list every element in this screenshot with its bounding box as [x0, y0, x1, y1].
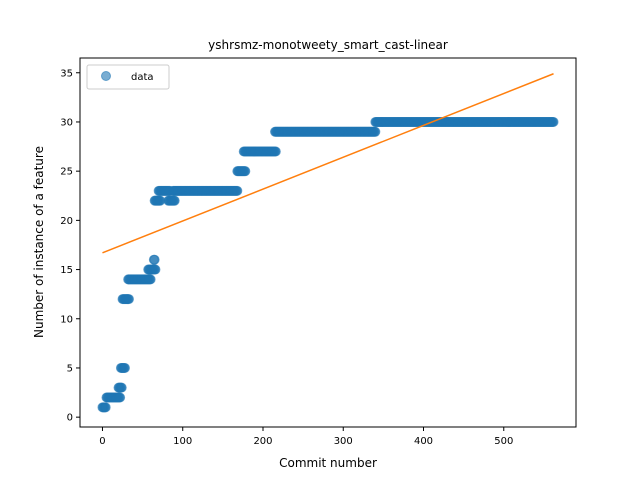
y-tick-label: 25 — [60, 167, 73, 178]
x-tick-label: 100 — [173, 436, 192, 447]
legend-label-data: data — [131, 72, 154, 83]
data-point — [548, 116, 559, 127]
y-tick-label: 30 — [60, 117, 73, 128]
data-point — [169, 195, 180, 206]
x-tick-label: 300 — [334, 436, 353, 447]
data-point — [145, 274, 156, 285]
fit-line-layer — [102, 73, 554, 254]
data-point — [119, 362, 130, 373]
x-ticks: 0 100 200 300 400 500 — [99, 427, 513, 447]
x-tick-label: 0 — [99, 436, 105, 447]
x-tick-label: 200 — [253, 436, 272, 447]
fit-line — [102, 73, 554, 254]
x-tick-label: 400 — [414, 436, 433, 447]
y-axis-label: Number of instance of a feature — [32, 146, 46, 338]
data-point — [123, 294, 134, 305]
chart-title: yshrsmz-monotweety_smart_cast-linear — [208, 38, 448, 52]
data-point — [100, 402, 111, 413]
legend: data — [86, 64, 170, 90]
data-point — [240, 166, 251, 177]
data-point — [149, 254, 160, 265]
data-point — [270, 146, 281, 157]
y-tick-label: 20 — [60, 216, 73, 227]
data-point — [150, 264, 161, 275]
data-point — [370, 126, 381, 137]
x-tick-label: 500 — [494, 436, 513, 447]
data-point — [115, 392, 126, 403]
data-point — [116, 382, 127, 393]
y-tick-label: 35 — [60, 68, 73, 79]
legend-box — [86, 64, 170, 90]
x-axis-label: Commit number — [279, 456, 377, 470]
y-tick-label: 0 — [67, 413, 73, 424]
y-tick-label: 10 — [60, 314, 73, 325]
y-tick-label: 5 — [67, 363, 73, 374]
y-ticks: 0 5 10 15 20 25 30 35 — [60, 68, 80, 424]
legend-marker-data — [101, 71, 111, 81]
axes-frame — [79, 57, 577, 428]
plot-area — [97, 116, 559, 413]
data-point — [232, 185, 243, 196]
y-tick-label: 15 — [60, 265, 73, 276]
